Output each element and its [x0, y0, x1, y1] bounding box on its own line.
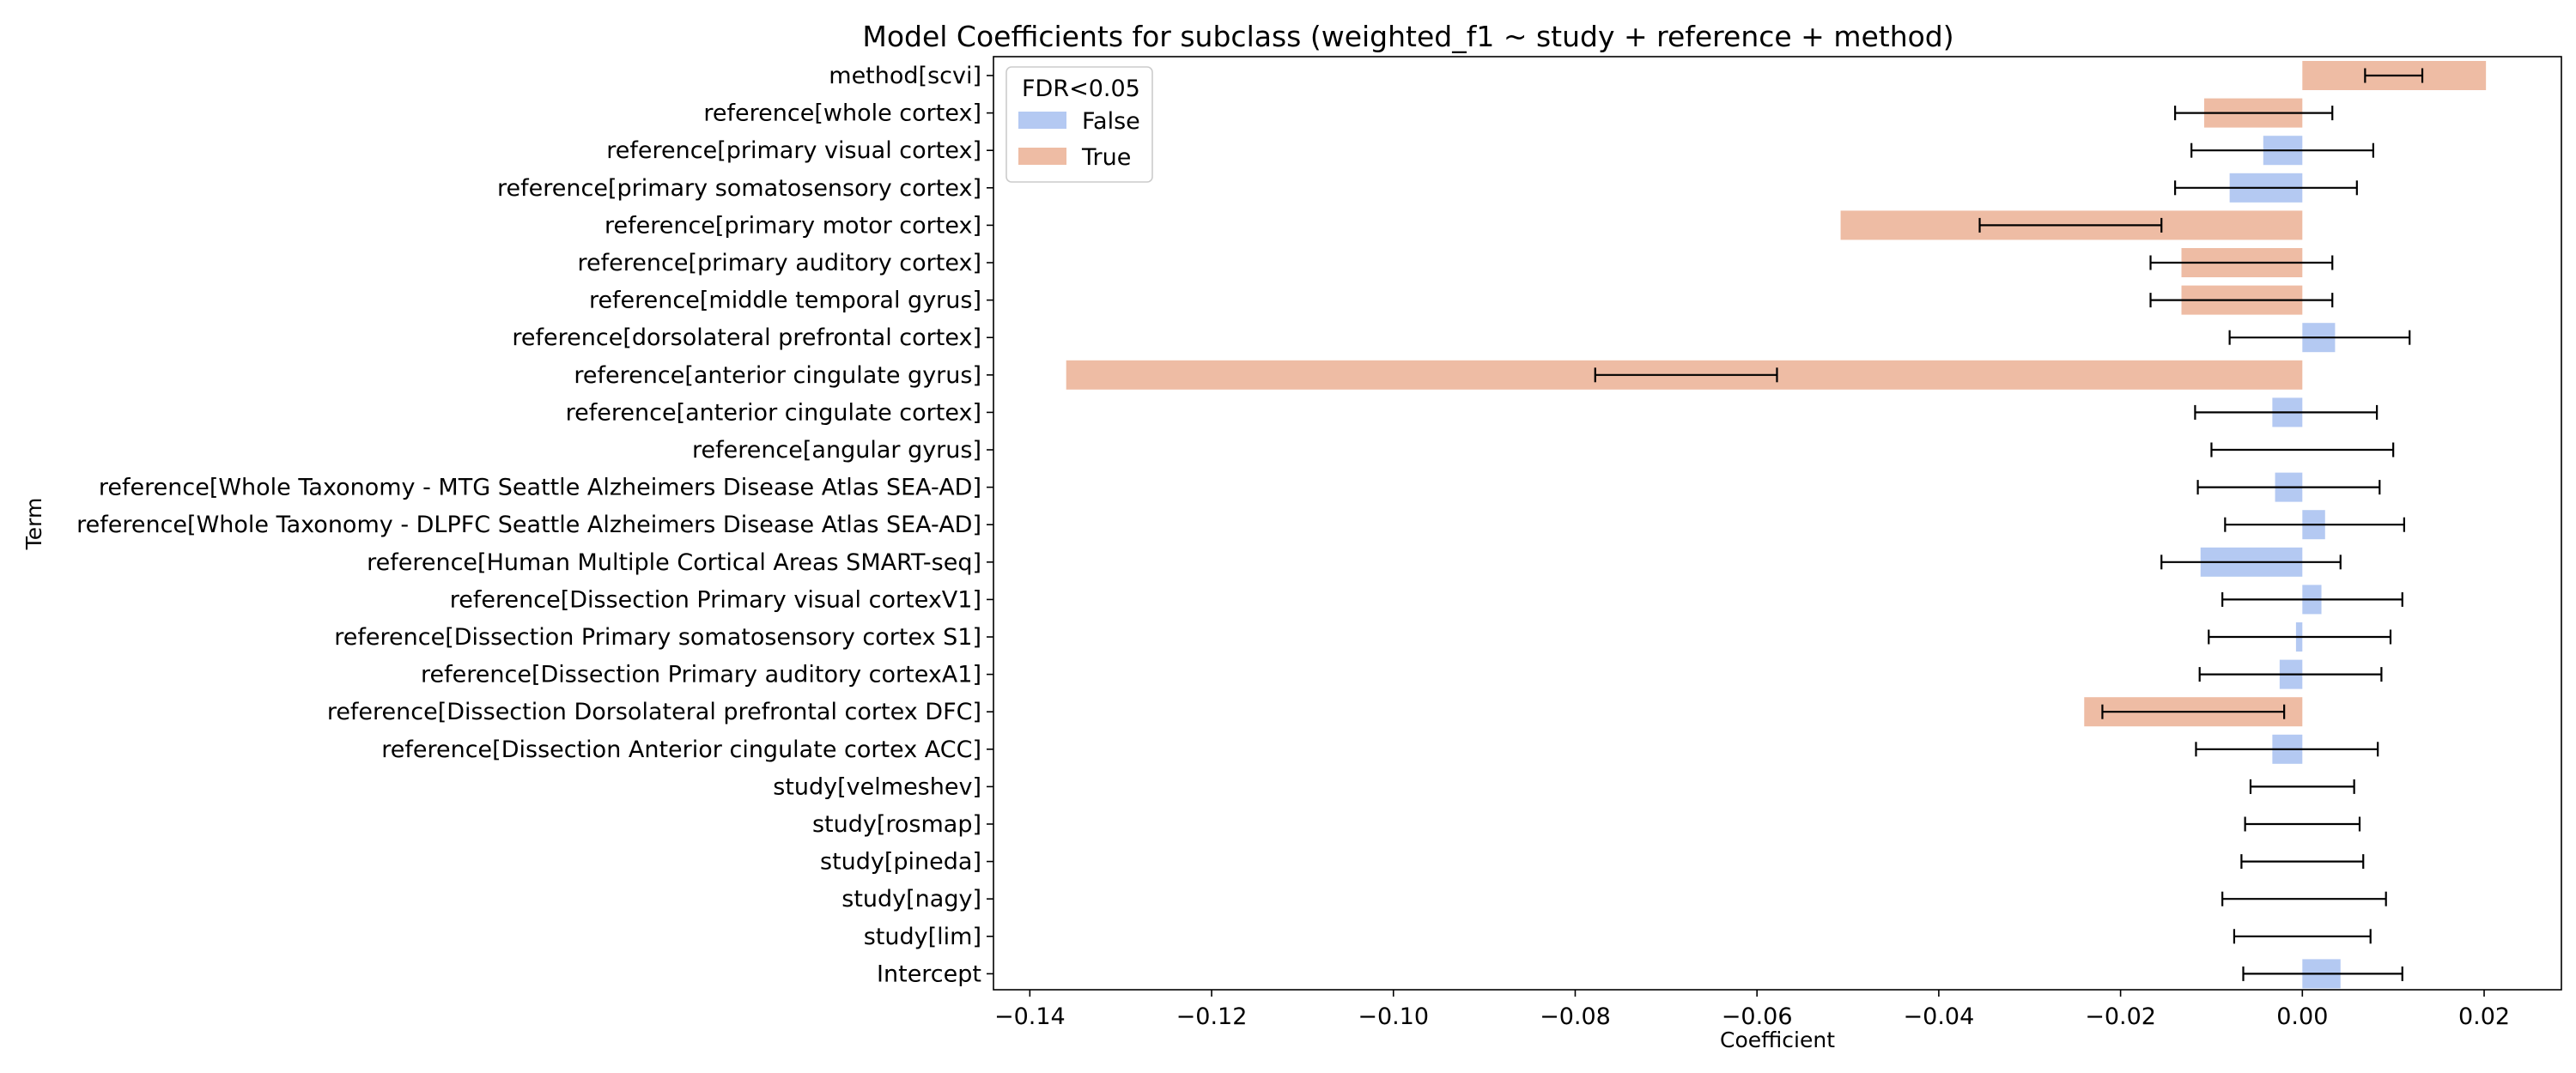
x-tick-label: −0.14 — [994, 1003, 1066, 1030]
legend-title: FDR<0.05 — [1022, 76, 1140, 102]
x-tick-label: −0.12 — [1176, 1003, 1248, 1030]
error-bar — [2101, 704, 2286, 719]
legend-swatch — [1018, 148, 1066, 165]
y-axis-ticks: method[scvi] reference[whole cortex] refer… — [76, 63, 993, 987]
y-tick-label: reference[Dissection Dorsolateral prefro… — [327, 699, 981, 725]
error-bar — [2196, 480, 2381, 495]
y-tick-label: reference[middle temporal gyrus] — [589, 288, 981, 314]
x-tick-label: 0.00 — [2276, 1003, 2328, 1030]
y-tick-label: reference[Whole Taxonomy - DLPFC Seattle… — [76, 512, 981, 538]
y-tick-label: reference[primary motor cortex] — [605, 212, 981, 239]
y-tick-label: study[pineda] — [820, 849, 981, 876]
legend-swatch — [1018, 112, 1066, 129]
plot-frame — [993, 56, 2562, 991]
y-tick-label: reference[anterior cingulate cortex] — [566, 399, 981, 426]
error-bar — [2174, 180, 2358, 196]
error-bar — [2198, 667, 2383, 682]
legend: FDR<0.05 False True — [1005, 66, 1153, 183]
y-tick-label: reference[Dissection Primary visual cort… — [450, 586, 981, 613]
error-bar — [2210, 442, 2395, 458]
error-bar — [2194, 404, 2379, 420]
y-tick-label: reference[primary visual cortex] — [606, 137, 981, 164]
x-tick-label: −0.04 — [1904, 1003, 1975, 1030]
y-tick-label: method[scvi] — [829, 63, 981, 89]
error-bar — [2149, 293, 2334, 308]
error-bar — [2249, 779, 2355, 794]
y-tick-label: study[nagy] — [841, 886, 981, 912]
error-bar — [2364, 68, 2424, 83]
error-bar — [1594, 367, 1778, 383]
y-tick-label: reference[Dissection Primary auditory co… — [421, 662, 981, 688]
y-tick-label: study[rosmap] — [812, 811, 981, 838]
error-bar — [1978, 217, 2163, 233]
y-tick-label: reference[Dissection Primary somatosenso… — [334, 624, 981, 651]
y-tick-label: reference[primary somatosensory cortex] — [497, 175, 981, 202]
y-tick-label: reference[Dissection Anterior cingulate … — [381, 737, 981, 763]
error-bar — [2221, 591, 2403, 607]
y-tick-label: reference[whole cortex] — [703, 100, 981, 127]
x-tick-label: 0.02 — [2458, 1003, 2510, 1030]
y-tick-label: reference[Whole Taxonomy - MTG Seattle A… — [99, 475, 981, 501]
legend-label: True — [1081, 144, 1131, 171]
error-bars-layer — [1594, 68, 2424, 981]
error-bar — [2160, 555, 2342, 570]
y-axis-title: Term — [21, 498, 46, 551]
y-tick-label: Intercept — [877, 961, 981, 987]
error-bar — [2228, 330, 2411, 345]
error-bar — [2233, 929, 2372, 944]
y-tick-label: reference[dorsolateral prefrontal cortex… — [512, 324, 981, 351]
chart-title: Model Coefficients for subclass (weighte… — [862, 20, 1953, 53]
x-axis-title: Coefficient — [1720, 1028, 1835, 1052]
x-tick-label: −0.08 — [1540, 1003, 1611, 1030]
error-bar — [2149, 255, 2334, 270]
legend-label: False — [1082, 108, 1140, 135]
y-tick-label: reference[anterior cingulate gyrus] — [574, 362, 981, 389]
x-tick-label: −0.06 — [1722, 1003, 1793, 1030]
y-tick-label: study[lim] — [864, 924, 981, 950]
error-bar — [2240, 854, 2365, 870]
error-bar — [2195, 742, 2379, 757]
error-bar — [2244, 816, 2361, 832]
error-bar — [2242, 966, 2403, 981]
y-tick-label: reference[primary auditory cortex] — [578, 250, 981, 276]
error-bar — [2174, 106, 2334, 121]
error-bar — [2190, 142, 2374, 158]
error-bar — [2224, 517, 2405, 532]
x-axis-ticks: −0.14 −0.12 −0.10 −0.08 −0.06 −0.04 −0.02 0.00 0… — [994, 990, 2510, 1030]
y-tick-label: reference[angular gyrus] — [692, 437, 981, 464]
x-tick-label: −0.02 — [2085, 1003, 2156, 1030]
x-tick-label: −0.10 — [1358, 1003, 1429, 1030]
y-tick-label: study[velmeshev] — [773, 773, 981, 800]
y-tick-label: reference[Human Multiple Cortical Areas … — [367, 549, 981, 576]
error-bar — [2221, 891, 2387, 906]
error-bar — [2208, 629, 2392, 645]
